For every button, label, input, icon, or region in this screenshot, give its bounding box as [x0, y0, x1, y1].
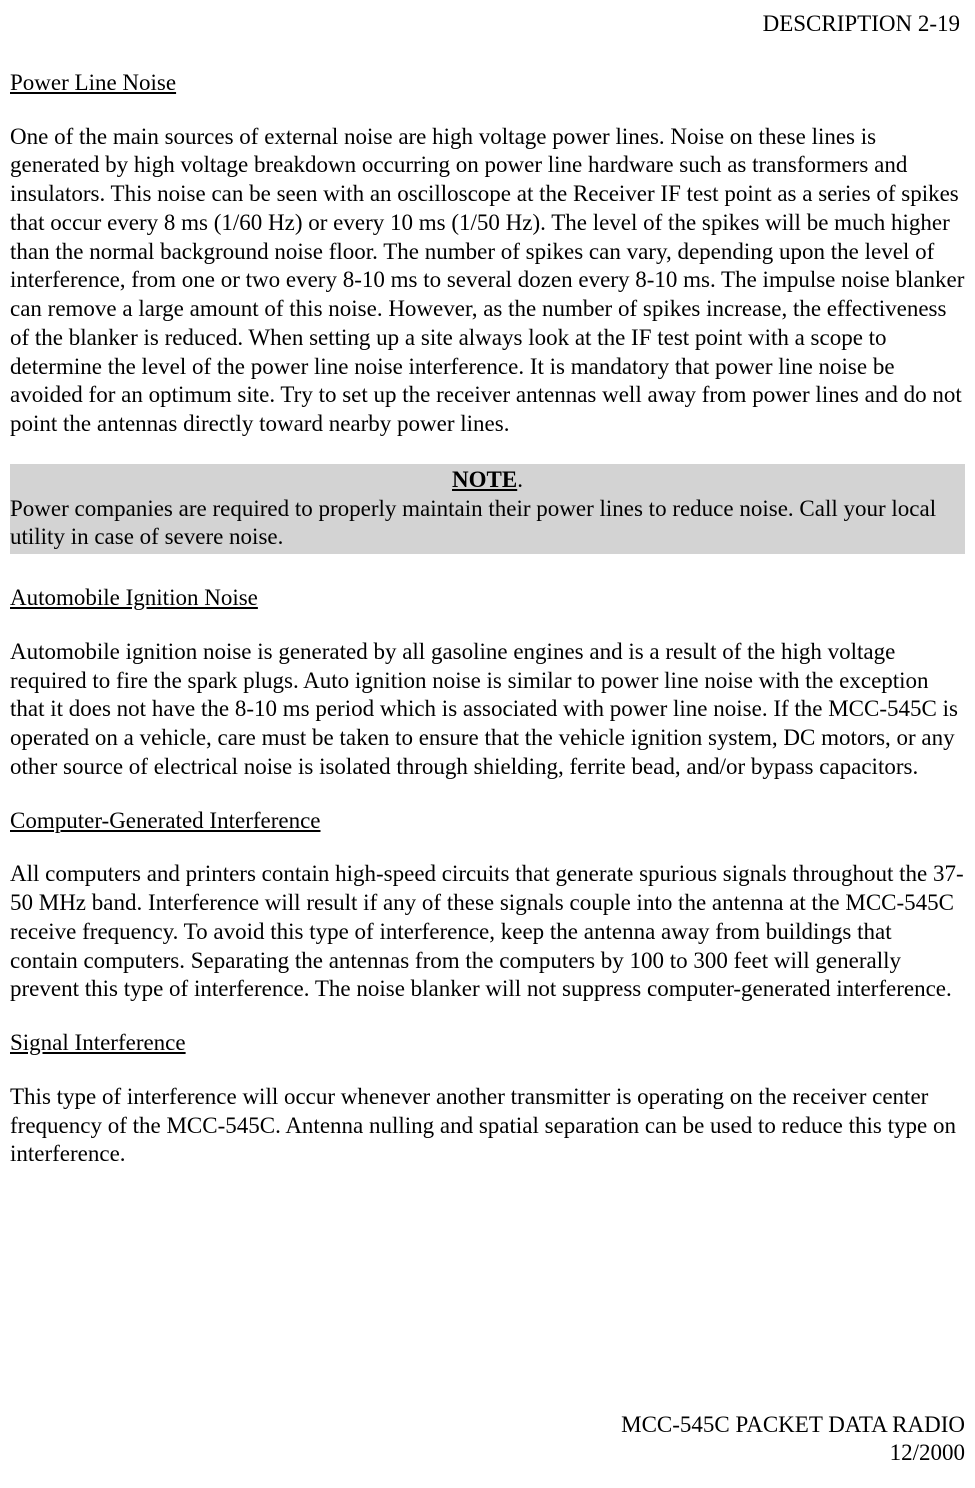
- page-footer: MCC-545C PACKET DATA RADIO 12/2000: [621, 1411, 965, 1469]
- note-box: NOTE. Power companies are required to pr…: [10, 464, 965, 554]
- footer-line-1: MCC-545C PACKET DATA RADIO: [621, 1411, 965, 1440]
- section-heading-auto-ignition: Automobile Ignition Noise: [10, 584, 965, 613]
- note-body: Power companies are required to properly…: [10, 495, 965, 553]
- section-heading-power-line: Power Line Noise: [10, 69, 965, 98]
- body-power-line: One of the main sources of external nois…: [10, 123, 965, 439]
- note-title: NOTE.: [10, 466, 965, 495]
- footer-line-2: 12/2000: [621, 1439, 965, 1468]
- note-title-text: NOTE: [452, 467, 517, 492]
- section-heading-signal-interference: Signal Interference: [10, 1029, 965, 1058]
- body-auto-ignition: Automobile ignition noise is generated b…: [10, 638, 965, 782]
- header-text: DESCRIPTION 2-19: [763, 11, 960, 36]
- body-computer-interference: All computers and printers contain high-…: [10, 860, 965, 1004]
- note-title-period: .: [517, 467, 523, 492]
- body-signal-interference: This type of interference will occur whe…: [10, 1083, 965, 1169]
- section-heading-computer-interference: Computer-Generated Interference: [10, 807, 965, 836]
- page-header-right: DESCRIPTION 2-19: [10, 10, 965, 39]
